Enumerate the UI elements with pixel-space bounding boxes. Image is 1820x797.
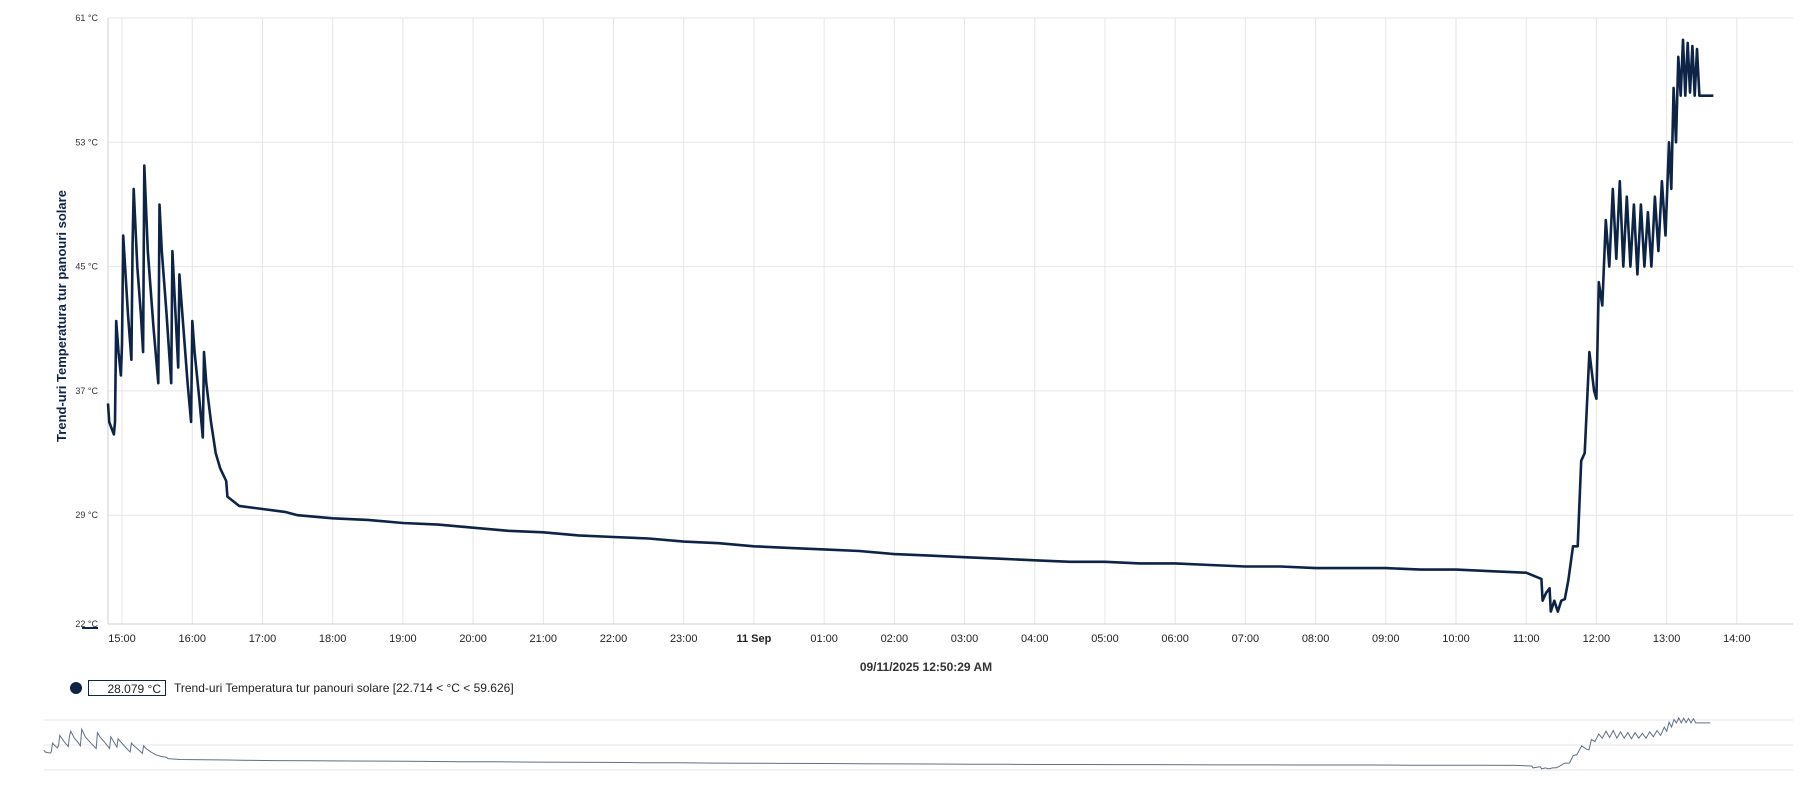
series-line xyxy=(106,38,1714,613)
x-tick-label: 11 Sep xyxy=(736,633,771,645)
x-tick-label: 12:00 xyxy=(1583,633,1611,645)
x-tick-label: 21:00 xyxy=(530,633,558,645)
x-tick-label: 03:00 xyxy=(951,633,979,645)
y-tick-label: 22 °C xyxy=(75,619,98,629)
x-tick-label: 16:00 xyxy=(178,633,206,645)
legend-series-label[interactable]: Trend-uri Temperatura tur panouri solare… xyxy=(174,681,514,695)
x-tick-label: 22:00 xyxy=(600,633,628,645)
y-tick-label: 61 °C xyxy=(75,13,98,23)
y-tick-label: 53 °C xyxy=(75,137,98,147)
x-tick-label: 15:00 xyxy=(108,633,136,645)
x-tick-label: 17:00 xyxy=(249,633,277,645)
cursor-time-label: 09/11/2025 12:50:29 AM xyxy=(860,660,992,674)
x-tick-label: 02:00 xyxy=(881,633,909,645)
y-tick-label: 45 °C xyxy=(75,262,98,272)
x-tick-label: 14:00 xyxy=(1723,633,1751,645)
y-tick-label: 37 °C xyxy=(75,386,98,396)
x-tick-label: 06:00 xyxy=(1161,633,1189,645)
grid-layer xyxy=(108,17,1793,625)
legend-current-value: 28.079 °C xyxy=(88,680,166,696)
x-tick-label: 13:00 xyxy=(1653,633,1681,645)
x-tick-label: 11:00 xyxy=(1513,633,1540,645)
x-tick-label: 07:00 xyxy=(1232,633,1260,645)
y-axis-title: Trend-uri Temperatura tur panouri solare xyxy=(54,190,69,442)
x-tick-label: 10:00 xyxy=(1442,633,1470,645)
x-tick-label: 05:00 xyxy=(1091,633,1119,645)
x-tick-label: 23:00 xyxy=(670,633,698,645)
legend[interactable]: 28.079 °C Trend-uri Temperatura tur pano… xyxy=(70,678,514,698)
x-tick-label: 09:00 xyxy=(1372,633,1400,645)
navigator xyxy=(43,716,1793,771)
y-tick-label: 29 °C xyxy=(75,510,98,520)
x-tick-label: 04:00 xyxy=(1021,633,1049,645)
x-tick-label: 20:00 xyxy=(459,633,487,645)
x-tick-label: 01:00 xyxy=(810,633,838,645)
x-tick-label: 19:00 xyxy=(389,633,417,645)
x-tick-label: 08:00 xyxy=(1302,633,1330,645)
axis-layer: 22 °C 29 °C 37 °C 45 °C 53 °C 61 °C 15:00 16:00… xyxy=(75,13,1793,645)
series-color-dot xyxy=(70,682,82,694)
series-layer xyxy=(106,38,1714,613)
navigator-series-line xyxy=(43,716,1711,770)
x-tick-label: 18:00 xyxy=(319,633,347,645)
